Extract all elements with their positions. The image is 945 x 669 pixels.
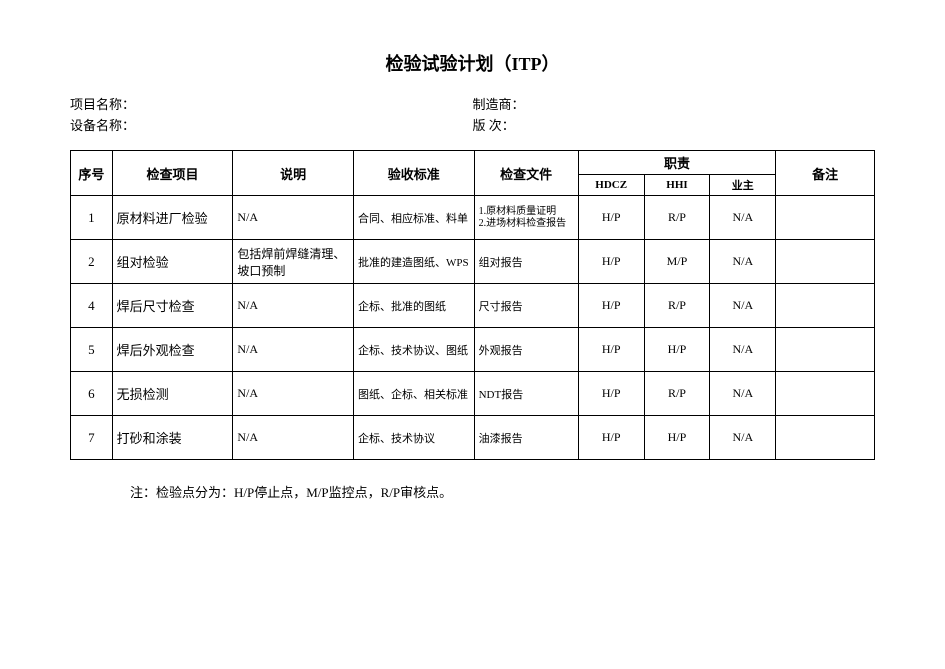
table-row: 5焊后外观检查N/A企标、技术协议、图纸外观报告H/PH/PN/A — [71, 328, 875, 372]
cell-resp-hdcz: H/P — [578, 284, 644, 328]
th-std: 验收标准 — [353, 151, 474, 196]
cell-resp-hhi: M/P — [644, 240, 710, 284]
cell-resp-hdcz: H/P — [578, 240, 644, 284]
table-row: 7打砂和涂装N/A企标、技术协议油漆报告H/PH/PN/A — [71, 416, 875, 460]
cell-doc: NDT报告 — [474, 372, 578, 416]
cell-doc: 组对报告 — [474, 240, 578, 284]
cell-desc: N/A — [233, 328, 354, 372]
cell-note — [776, 328, 875, 372]
cell-seq: 6 — [71, 372, 113, 416]
cell-note — [776, 284, 875, 328]
meta-equipment: 设备名称： — [70, 115, 473, 134]
cell-doc: 油漆报告 — [474, 416, 578, 460]
meta-project: 项目名称： — [70, 94, 473, 113]
cell-item: 无损检测 — [112, 372, 233, 416]
cell-resp-hdcz: H/P — [578, 372, 644, 416]
cell-note — [776, 240, 875, 284]
cell-note — [776, 196, 875, 240]
cell-std: 企标、技术协议、图纸 — [353, 328, 474, 372]
cell-resp-owner: N/A — [710, 328, 776, 372]
revision-label: 版 次： — [473, 118, 515, 133]
cell-seq: 7 — [71, 416, 113, 460]
th-resp-owner: 业主 — [710, 175, 776, 196]
cell-resp-hdcz: H/P — [578, 196, 644, 240]
cell-desc: N/A — [233, 196, 354, 240]
table-row: 2组对检验包括焊前焊缝清理、坡口预制批准的建造图纸、WPS组对报告H/PM/PN… — [71, 240, 875, 284]
th-doc: 检查文件 — [474, 151, 578, 196]
cell-doc: 尺寸报告 — [474, 284, 578, 328]
cell-resp-owner: N/A — [710, 416, 776, 460]
cell-resp-hhi: H/P — [644, 328, 710, 372]
cell-item: 焊后尺寸检查 — [112, 284, 233, 328]
cell-seq: 5 — [71, 328, 113, 372]
cell-resp-hdcz: H/P — [578, 416, 644, 460]
table-row: 6无损检测N/A图纸、企标、相关标准NDT报告H/PR/PN/A — [71, 372, 875, 416]
cell-resp-hhi: R/P — [644, 284, 710, 328]
meta-revision: 版 次： — [473, 115, 876, 134]
meta-block: 项目名称： 制造商： 设备名称： 版 次： — [70, 94, 875, 134]
cell-resp-hdcz: H/P — [578, 328, 644, 372]
th-resp-hhi: HHI — [644, 175, 710, 196]
page-title: 检验试验计划（ITP） — [70, 50, 875, 76]
cell-seq: 4 — [71, 284, 113, 328]
equipment-label: 设备名称： — [70, 118, 135, 133]
cell-resp-hhi: H/P — [644, 416, 710, 460]
cell-note — [776, 416, 875, 460]
cell-std: 企标、批准的图纸 — [353, 284, 474, 328]
table-body: 1原材料进厂检验N/A合同、相应标准、料单1.原材料质量证明2.进场材料检查报告… — [71, 196, 875, 460]
cell-std: 批准的建造图纸、WPS — [353, 240, 474, 284]
cell-seq: 1 — [71, 196, 113, 240]
table-row: 4焊后尺寸检查N/A企标、批准的图纸尺寸报告H/PR/PN/A — [71, 284, 875, 328]
cell-std: 合同、相应标准、料单 — [353, 196, 474, 240]
cell-resp-owner: N/A — [710, 372, 776, 416]
itp-table: 序号 检查项目 说明 验收标准 检查文件 职责 备注 HDCZ HHI 业主 1… — [70, 150, 875, 460]
cell-std: 企标、技术协议 — [353, 416, 474, 460]
th-desc: 说明 — [233, 151, 354, 196]
cell-doc: 外观报告 — [474, 328, 578, 372]
cell-item: 组对检验 — [112, 240, 233, 284]
cell-note — [776, 372, 875, 416]
cell-desc: N/A — [233, 284, 354, 328]
cell-seq: 2 — [71, 240, 113, 284]
th-resp-hdcz: HDCZ — [578, 175, 644, 196]
cell-resp-owner: N/A — [710, 284, 776, 328]
cell-item: 打砂和涂装 — [112, 416, 233, 460]
cell-desc: 包括焊前焊缝清理、坡口预制 — [233, 240, 354, 284]
cell-resp-owner: N/A — [710, 196, 776, 240]
table-row: 1原材料进厂检验N/A合同、相应标准、料单1.原材料质量证明2.进场材料检查报告… — [71, 196, 875, 240]
meta-manufacturer: 制造商： — [473, 94, 876, 113]
th-note: 备注 — [776, 151, 875, 196]
cell-resp-hhi: R/P — [644, 196, 710, 240]
cell-resp-owner: N/A — [710, 240, 776, 284]
cell-item: 原材料进厂检验 — [112, 196, 233, 240]
th-item: 检查项目 — [112, 151, 233, 196]
cell-resp-hhi: R/P — [644, 372, 710, 416]
table-header: 序号 检查项目 说明 验收标准 检查文件 职责 备注 HDCZ HHI 业主 — [71, 151, 875, 196]
th-resp: 职责 — [578, 151, 775, 175]
project-label: 项目名称： — [70, 97, 135, 112]
footnote: 注：检验点分为：H/P停止点，M/P监控点，R/P审核点。 — [130, 482, 875, 501]
cell-item: 焊后外观检查 — [112, 328, 233, 372]
cell-std: 图纸、企标、相关标准 — [353, 372, 474, 416]
manufacturer-label: 制造商： — [473, 97, 525, 112]
cell-desc: N/A — [233, 416, 354, 460]
cell-doc: 1.原材料质量证明2.进场材料检查报告 — [474, 196, 578, 240]
cell-desc: N/A — [233, 372, 354, 416]
th-seq: 序号 — [71, 151, 113, 196]
